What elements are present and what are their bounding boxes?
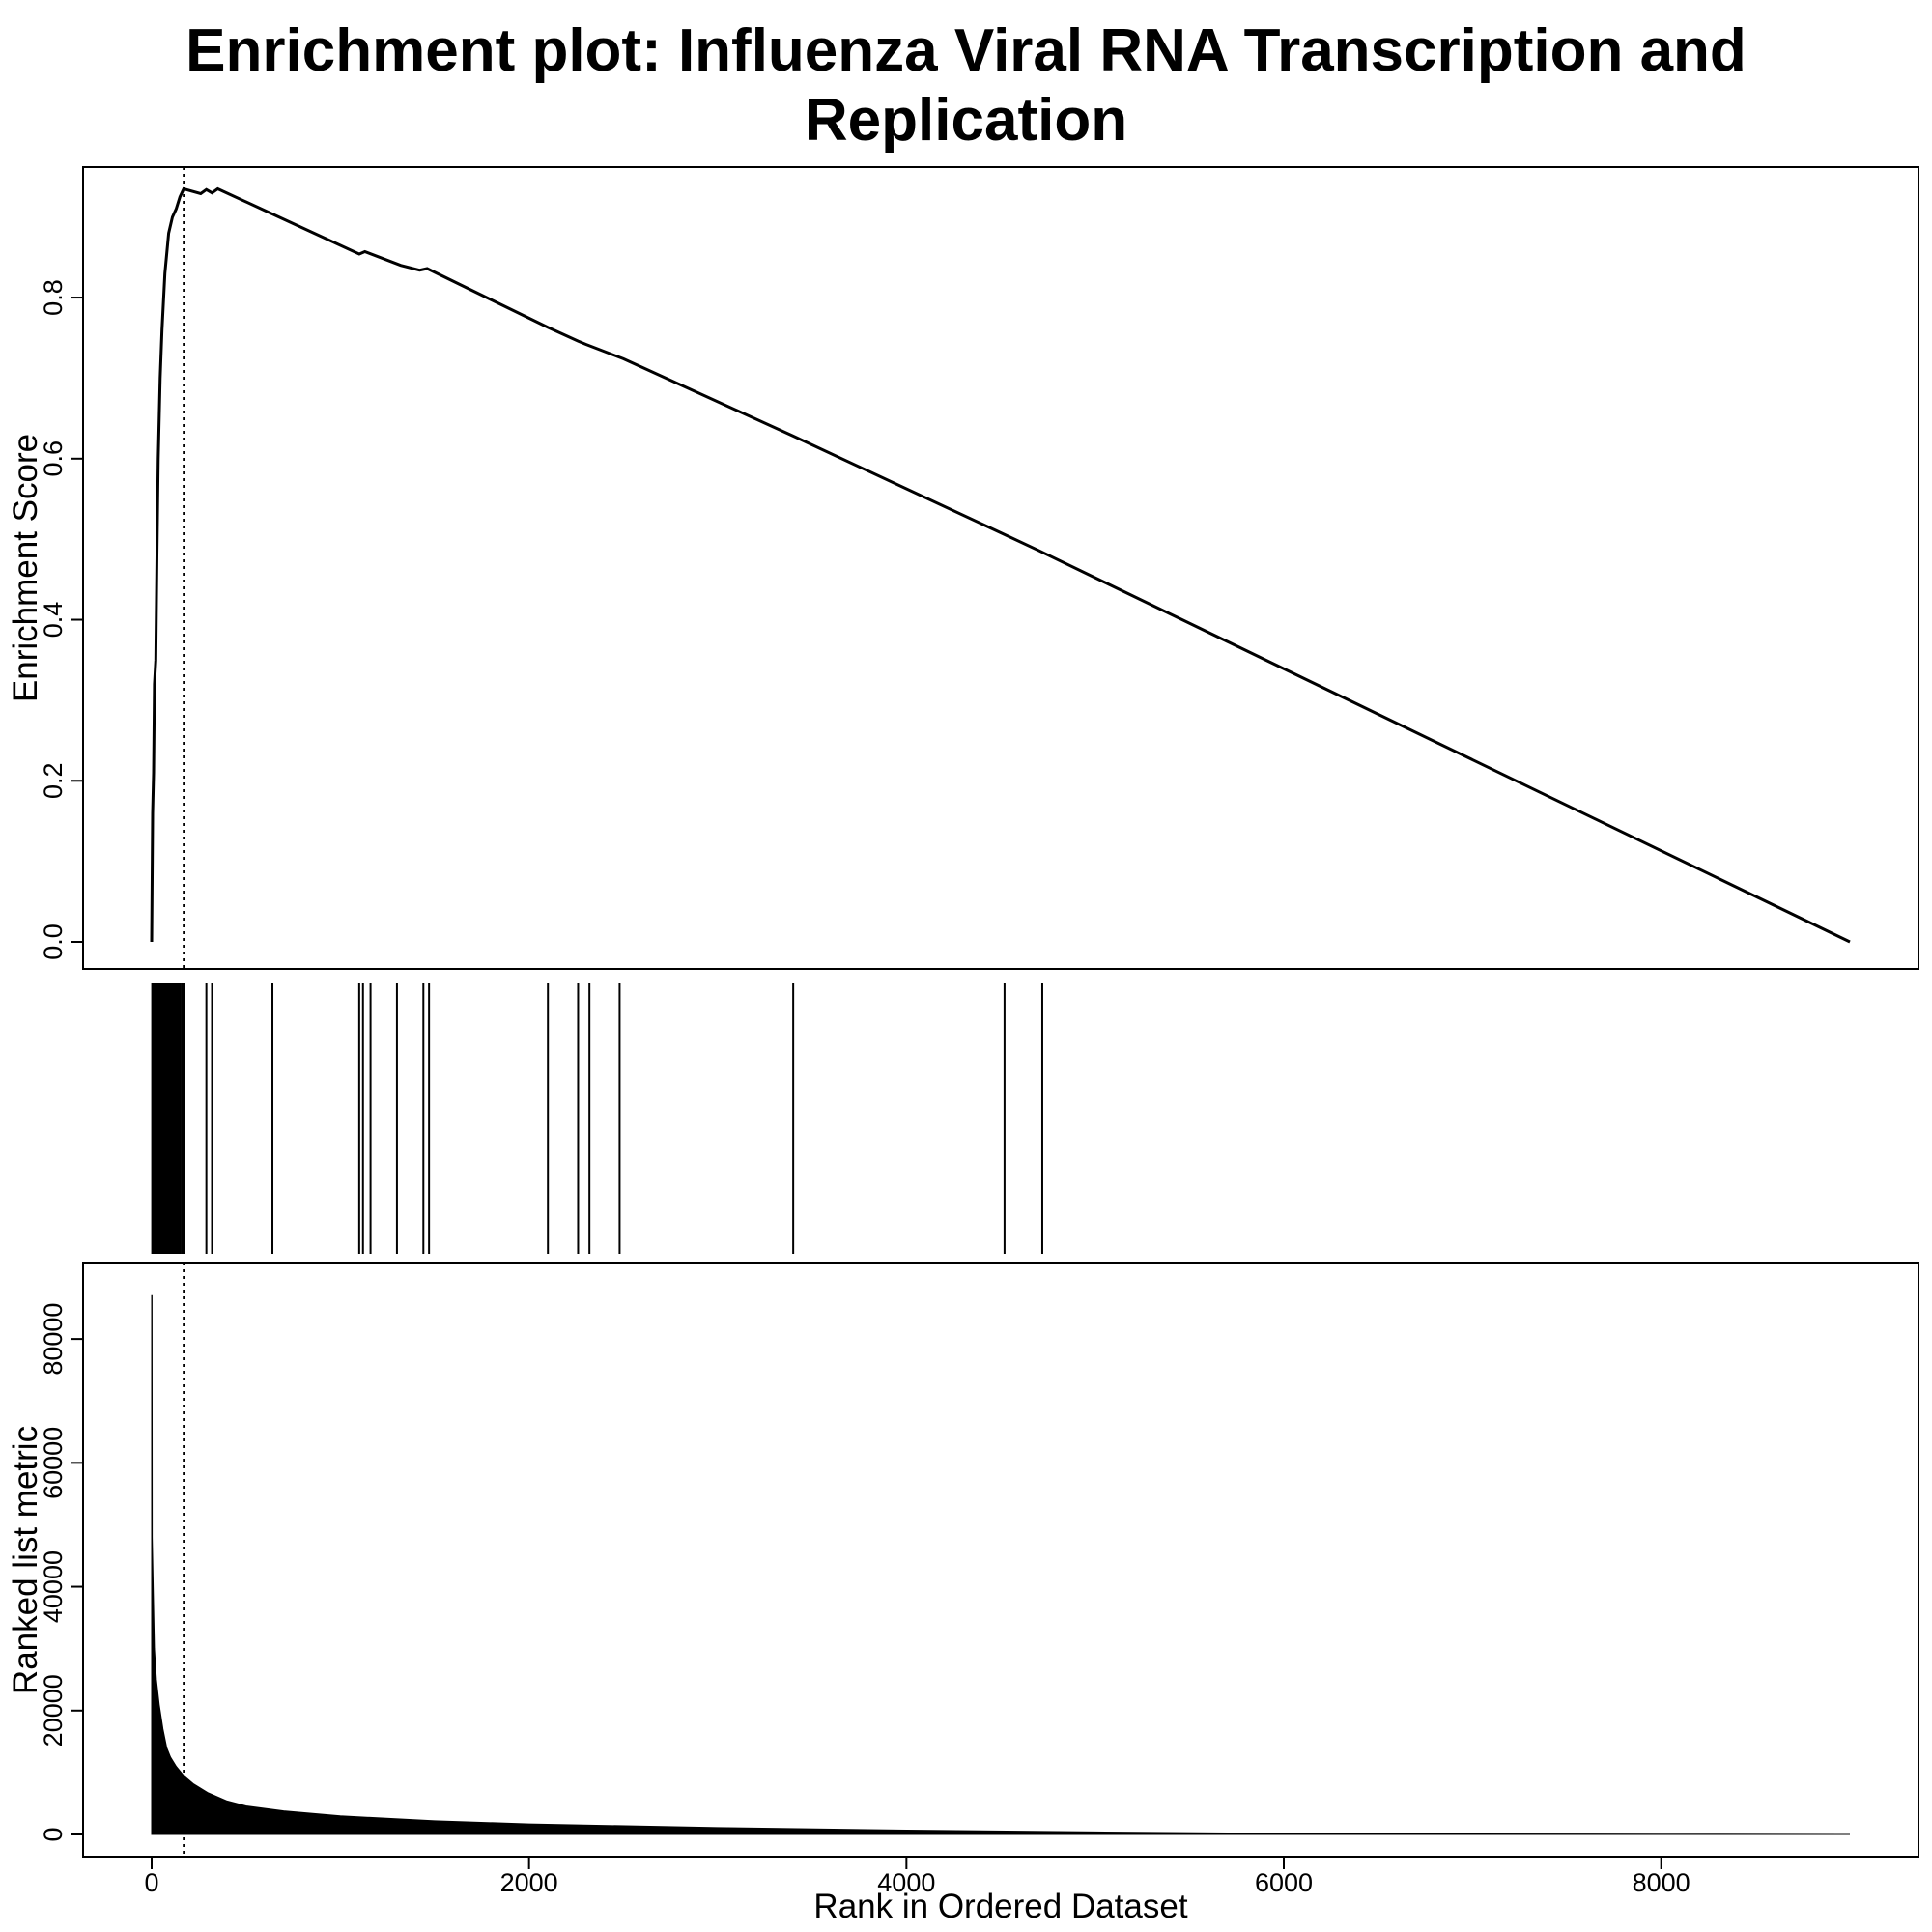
enrichment-y-axis: 0.0 0.2 0.4 0.6 0.8 bbox=[39, 279, 83, 960]
enrichment-y-tick-label: 0.2 bbox=[39, 762, 68, 799]
metric-y-tick-label: 80000 bbox=[39, 1303, 68, 1376]
x-axis-label: Rank in Ordered Dataset bbox=[813, 1888, 1187, 1925]
x-tick-label: 8000 bbox=[1633, 1868, 1690, 1897]
x-axis: 0 2000 4000 6000 8000 bbox=[144, 1857, 1690, 1897]
enrichment-panel-frame bbox=[82, 166, 1919, 970]
enrichment-score-line bbox=[150, 186, 1851, 944]
metric-panel-frame bbox=[82, 1262, 1919, 1858]
chart-title-line-2: Replication bbox=[805, 87, 1127, 154]
metric-y-tick-label: 20000 bbox=[39, 1674, 68, 1747]
enrichment-y-tick-label: 0.4 bbox=[39, 602, 68, 639]
metric-y-tick-label: 60000 bbox=[39, 1427, 68, 1499]
metric-y-axis-label: Ranked list metric bbox=[7, 1426, 44, 1694]
metric-y-tick-label: 40000 bbox=[39, 1550, 68, 1623]
x-tick-label: 6000 bbox=[1255, 1868, 1313, 1897]
enrichment-panel: 0.0 0.2 0.4 0.6 0.8 Enrichment Score bbox=[7, 166, 1919, 970]
x-tick-label: 2000 bbox=[500, 1868, 558, 1897]
metric-y-tick-label: 0 bbox=[39, 1827, 68, 1841]
enrichment-y-tick-label: 0.0 bbox=[39, 923, 68, 960]
x-tick-label: 0 bbox=[144, 1868, 158, 1897]
x-tick-label: 4000 bbox=[877, 1868, 935, 1897]
gene-hits-panel bbox=[151, 983, 1043, 1254]
ranked-metric-area bbox=[151, 1294, 1851, 1835]
enrichment-y-tick-label: 0.6 bbox=[39, 440, 68, 477]
metric-y-axis: 0 20000 40000 60000 80000 bbox=[39, 1303, 83, 1842]
chart-title-line-1: Enrichment plot: Influenza Viral RNA Tra… bbox=[185, 17, 1747, 84]
enrichment-y-tick-label: 0.8 bbox=[39, 279, 68, 316]
enrichment-y-axis-label: Enrichment Score bbox=[7, 434, 44, 702]
